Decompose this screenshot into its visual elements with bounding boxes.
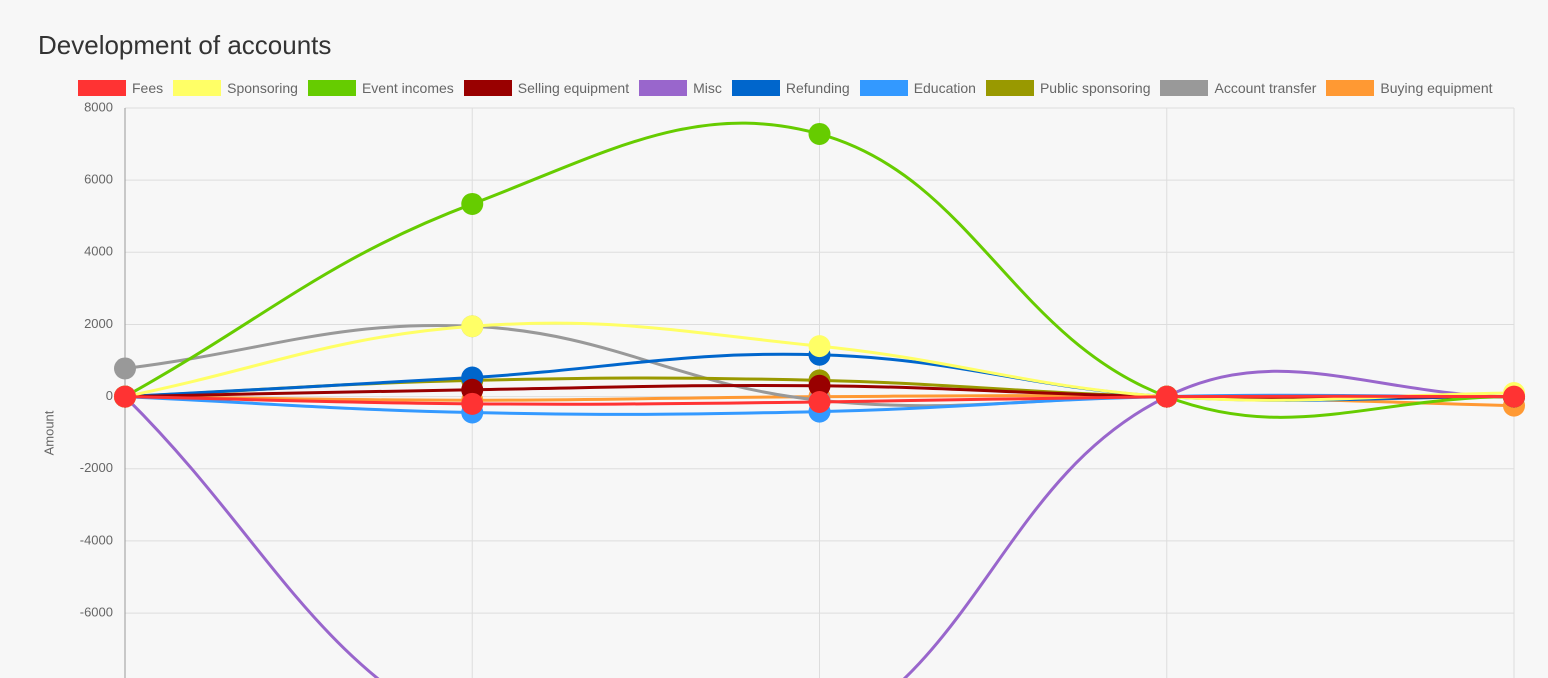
legend-label: Fees <box>132 80 164 96</box>
legend-label: Public sponsoring <box>1039 80 1151 96</box>
legend-label: Sponsoring <box>227 80 298 96</box>
legend-swatch <box>307 80 356 96</box>
point <box>114 385 136 408</box>
legend-swatch <box>1160 80 1209 96</box>
legend-swatch <box>463 80 512 96</box>
y-tick-label: 6000 <box>84 172 113 187</box>
legend-label: Account transfer <box>1214 80 1317 96</box>
point <box>461 192 484 215</box>
point <box>1155 385 1178 408</box>
point <box>114 357 136 380</box>
point <box>461 392 484 415</box>
legend-swatch <box>731 80 780 96</box>
point <box>808 374 831 397</box>
series-line <box>123 369 1515 678</box>
legend-item[interactable]: Sponsoring <box>173 80 298 96</box>
y-tick-label: -4000 <box>80 532 113 547</box>
legend-label: Selling equipment <box>517 80 630 96</box>
legend: Fees Sponsoring Event incomes Selling equip… <box>78 80 1493 96</box>
legend-swatch <box>859 80 908 96</box>
point <box>808 391 831 414</box>
legend-label: Event incomes <box>361 80 454 96</box>
point <box>808 122 831 145</box>
legend-swatch <box>78 80 126 96</box>
legend-swatch <box>985 80 1034 96</box>
legend-label: Misc <box>693 80 722 96</box>
legend-label: Education <box>913 80 976 96</box>
legend-item[interactable]: Public sponsoring <box>985 80 1151 96</box>
point <box>1503 385 1525 408</box>
legend-item[interactable]: Selling equipment <box>463 80 630 96</box>
legend-item[interactable]: Refunding <box>731 80 850 96</box>
y-tick-label: 2000 <box>84 316 113 331</box>
y-tick-label: -2000 <box>80 460 113 475</box>
point <box>808 335 831 358</box>
legend-item[interactable]: Event incomes <box>307 80 454 96</box>
y-tick-label: 8000 <box>84 99 113 114</box>
legend-label: Refunding <box>785 80 850 96</box>
y-tick-label: 0 <box>106 388 113 403</box>
legend-item[interactable]: Education <box>859 80 976 96</box>
legend-swatch <box>639 80 688 96</box>
legend-swatch <box>173 80 222 96</box>
plot-area <box>114 121 1525 678</box>
legend-label: Buying equipment <box>1380 80 1493 96</box>
y-axis-label: Amount <box>41 410 56 455</box>
legend-swatch <box>1326 80 1375 96</box>
chart-title: Development of accounts <box>38 30 332 60</box>
legend-item[interactable]: Account transfer <box>1160 80 1316 96</box>
y-tick-label: 4000 <box>84 244 113 259</box>
legend-item[interactable]: Fees <box>78 80 163 96</box>
y-tick-label: -6000 <box>80 605 113 620</box>
legend-item[interactable]: Buying equipment <box>1326 80 1493 96</box>
point <box>461 315 484 338</box>
legend-item[interactable]: Misc <box>639 80 722 96</box>
